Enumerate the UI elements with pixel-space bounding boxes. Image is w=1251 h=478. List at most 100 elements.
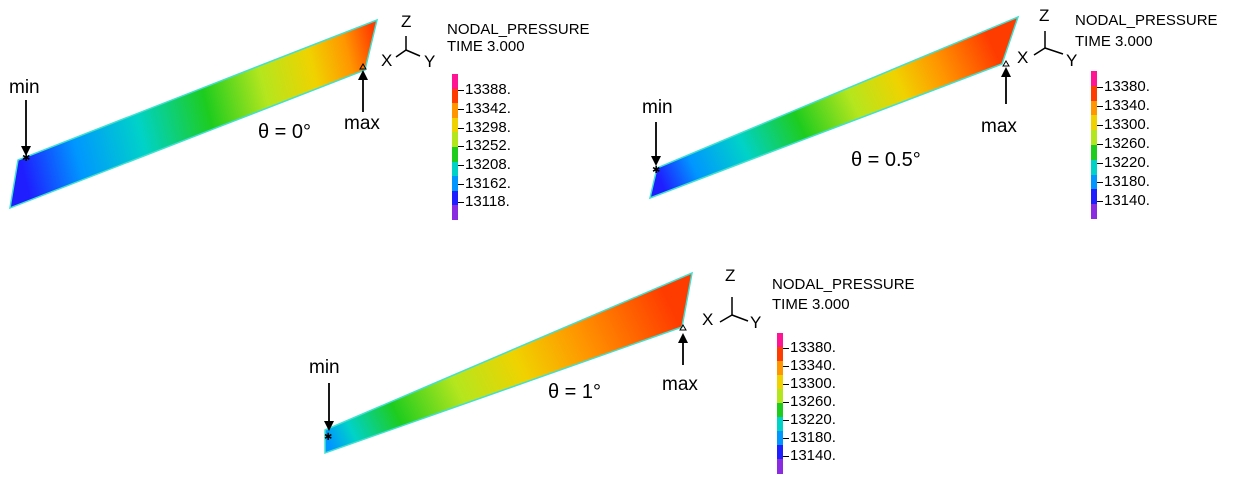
- legend-color-segment: [777, 445, 783, 460]
- max-node-marker: [1002, 60, 1010, 67]
- legend-tick-label: 13380.: [790, 339, 836, 357]
- min-arrowhead: [651, 156, 661, 166]
- legend-color-segment: [1091, 159, 1097, 176]
- legend-color-segment: [1091, 71, 1097, 87]
- pressure-panel-2: ✱ min max θ = 0.5° Z X Y NODAL_PRESSURE …: [630, 0, 1251, 235]
- max-arrowhead: [678, 333, 688, 343]
- legend-tick-label: 13140.: [1104, 192, 1150, 210]
- legend-color-segment: [452, 147, 458, 163]
- legend-tick-label: 13252.: [465, 137, 511, 155]
- legend-tick-label: 13180.: [790, 429, 836, 447]
- legend-color-segment: [777, 361, 783, 376]
- legend-color-segment: [1091, 174, 1097, 190]
- legend-color-segment: [452, 161, 458, 177]
- axis-z-label: Z: [1039, 6, 1050, 25]
- legend-tick-mark: [1097, 87, 1103, 89]
- legend-tick-mark: [783, 384, 789, 386]
- legend-tick-mark: [1097, 144, 1103, 146]
- legend-color-segment: [777, 333, 783, 348]
- legend-color-segment: [1091, 145, 1097, 161]
- legend-color-bar: [1091, 71, 1097, 220]
- legend-color-segment: [452, 88, 458, 104]
- legend-color-segment: [452, 132, 458, 148]
- legend-tick-label: 13340.: [790, 357, 836, 375]
- legend-tick-label: 13298.: [465, 118, 511, 136]
- axis-z-label: Z: [401, 12, 412, 31]
- legend-color-segment: [777, 347, 783, 362]
- legend-tick-mark: [458, 202, 464, 204]
- angle-label: θ = 0°: [258, 121, 312, 143]
- angle-label: θ = 1°: [548, 381, 602, 403]
- time-label: TIME 3.000: [772, 296, 850, 313]
- legend-tick-label: 13300.: [790, 375, 836, 393]
- legend-color-segment: [777, 403, 783, 418]
- color-legend: 13380. 13340. 13300. 13260. 13220. 13180. 1314…: [777, 333, 897, 475]
- legend-tick-mark: [1097, 201, 1103, 203]
- result-title: NODAL_PRESSURE: [447, 21, 590, 38]
- result-title: NODAL_PRESSURE: [772, 276, 915, 293]
- legend-color-segment: [777, 431, 783, 446]
- contour-plot: ✱: [9, 18, 421, 210]
- axis-y-label: Y: [424, 52, 436, 71]
- legend-tick-mark: [783, 348, 789, 350]
- legend-tick-label: 13162.: [465, 174, 511, 192]
- legend-tick-mark: [458, 127, 464, 129]
- pressure-panel-3: ✱ min max θ = 1° Z X Y NODAL_PRESSURE TI…: [300, 245, 951, 478]
- axis-triad: [719, 297, 749, 323]
- legend-color-segment: [1091, 189, 1097, 205]
- max-node-marker: [359, 63, 367, 70]
- legend-tick-label: 13140.: [790, 447, 836, 465]
- result-title: NODAL_PRESSURE: [1075, 12, 1218, 29]
- legend-color-segment: [1091, 130, 1097, 146]
- legend-tick-label: 13342.: [465, 99, 511, 117]
- color-legend: 13380. 13340. 13300. 13260. 13220. 13180. 1314…: [1091, 71, 1211, 221]
- axis-z-label: Z: [725, 266, 736, 285]
- max-arrowhead: [1001, 67, 1011, 77]
- pressure-field: [648, 15, 1020, 200]
- legend-tick-label: 13388.: [465, 81, 511, 99]
- max-arrowhead: [358, 70, 368, 80]
- axis-y-label: Y: [1066, 51, 1078, 70]
- legend-tick-mark: [783, 456, 789, 458]
- legend-tick-label: 13208.: [465, 156, 511, 173]
- legend-tick-mark: [783, 366, 789, 368]
- time-label: TIME 3.000: [447, 38, 525, 55]
- legend-tick-label: 13260.: [790, 393, 836, 411]
- contour-plot: ✱: [324, 271, 749, 455]
- legend-tick-label: 13220.: [1104, 154, 1150, 172]
- legend-color-segment: [777, 389, 783, 404]
- legend-tick-label: 13220.: [790, 411, 836, 429]
- min-node-marker: ✱: [324, 432, 332, 443]
- legend-color-segment: [452, 74, 458, 90]
- min-node-marker: ✱: [22, 153, 30, 164]
- legend-color-segment: [1091, 204, 1097, 220]
- legend-tick-mark: [458, 90, 464, 92]
- legend-color-segment: [452, 117, 458, 133]
- legend-color-segment: [452, 190, 458, 206]
- legend-color-bar: [452, 74, 458, 221]
- axis-x-label: X: [1017, 48, 1029, 67]
- legend-tick-mark: [1097, 106, 1103, 108]
- contour-plot: ✱: [648, 15, 1064, 200]
- legend-color-segment: [452, 103, 458, 119]
- legend-tick-mark: [783, 402, 789, 404]
- legend-color-segment: [452, 176, 458, 192]
- min-node-marker: ✱: [652, 165, 660, 176]
- max-node-marker: [679, 324, 687, 331]
- max-label: max: [981, 116, 1017, 137]
- legend-tick-label: 13260.: [1104, 135, 1150, 153]
- legend-tick-mark: [458, 183, 464, 185]
- legend-tick-label: 13300.: [1104, 116, 1150, 134]
- min-label: min: [642, 97, 673, 118]
- legend-tick-label: 13180.: [1104, 173, 1150, 191]
- axis-y-label: Y: [750, 313, 762, 332]
- color-legend: 13388. 13342. 13298. 13252. 13208. 13162. 1311…: [452, 74, 572, 222]
- legend-color-segment: [777, 375, 783, 390]
- pressure-panel-1: ✱ min max θ = 0° Z X Y NODAL_PRESSURE TI…: [0, 0, 620, 235]
- legend-color-segment: [1091, 100, 1097, 116]
- axis-triad: [395, 36, 421, 58]
- min-arrowhead: [324, 421, 334, 431]
- legend-tick-mark: [458, 165, 464, 166]
- pressure-field: [9, 18, 379, 210]
- min-label: min: [309, 357, 340, 378]
